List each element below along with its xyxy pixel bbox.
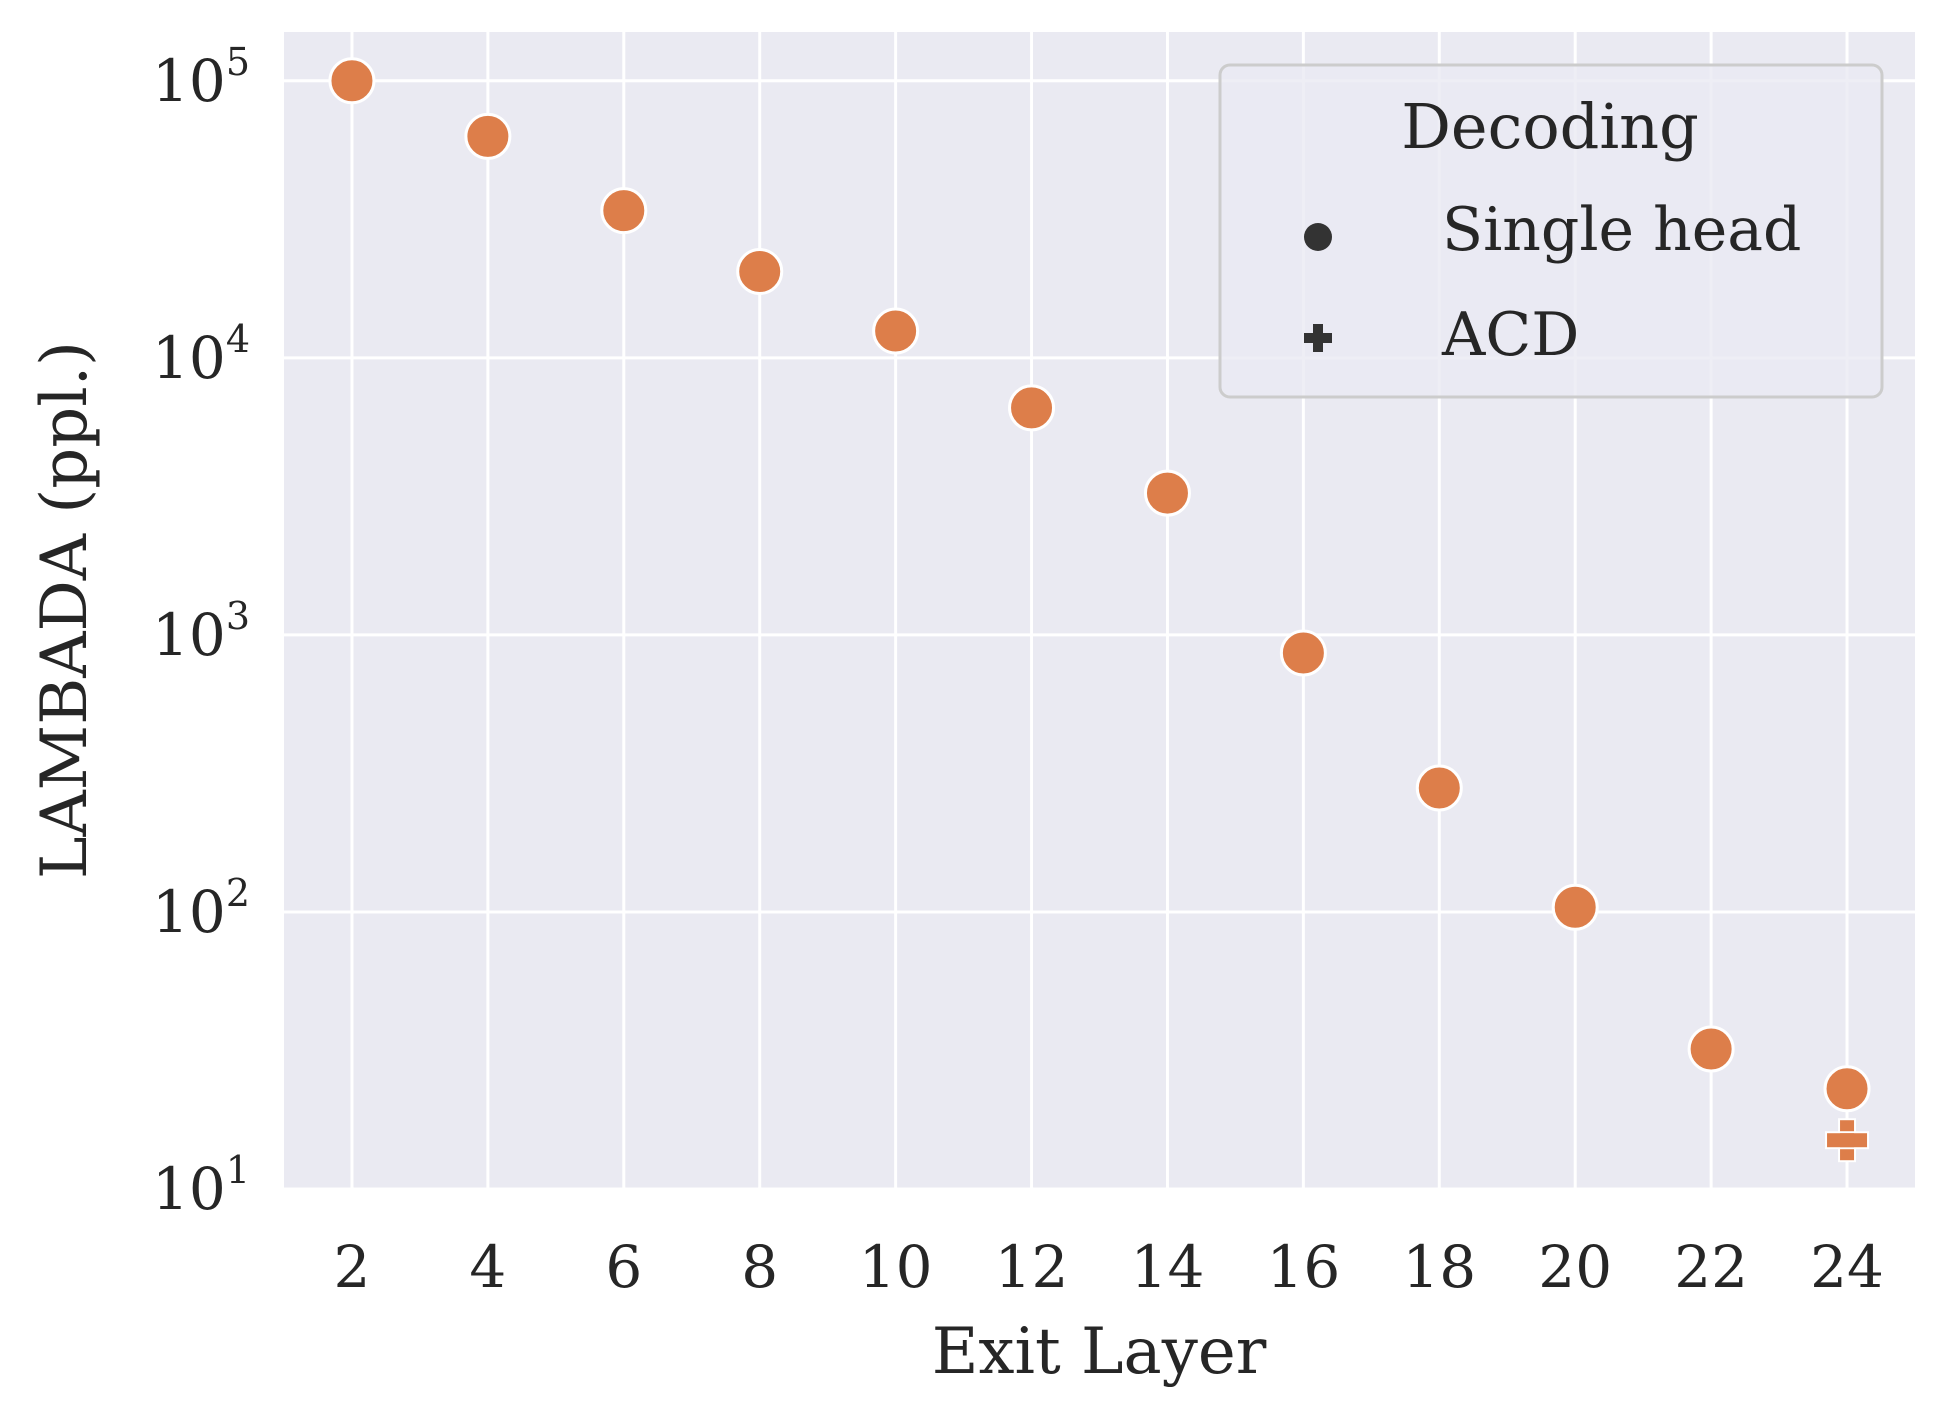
data-point-single-head: [600, 187, 648, 235]
data-point-single-head: [872, 307, 920, 355]
legend-box: [1218, 63, 1884, 399]
y-tick-label: 102: [152, 871, 250, 946]
data-point-single-head: [1008, 384, 1056, 432]
legend-title: Decoding: [1401, 90, 1699, 163]
y-tick-label: 101: [152, 1148, 250, 1223]
x-tick-label: 12: [995, 1233, 1069, 1301]
y-tick-labels: 101 102 103 104 105: [152, 40, 250, 1223]
data-points: [328, 57, 1871, 1163]
data-point-acd: [1825, 1118, 1870, 1163]
data-point-single-head: [464, 112, 512, 160]
x-tick-label: 4: [469, 1233, 506, 1301]
x-tick-label: 14: [1131, 1233, 1205, 1301]
x-tick-label: 24: [1810, 1233, 1884, 1301]
data-point-single-head: [1551, 883, 1599, 931]
x-tick-labels: 2 4 6 8 10 12 14 16 18 20 22 24: [334, 1233, 1884, 1301]
data-point-single-head: [736, 247, 784, 295]
data-point-single-head: [1279, 629, 1327, 677]
data-point-single-head: [1823, 1065, 1871, 1113]
data-point-single-head: [1687, 1025, 1735, 1073]
x-tick-label: 2: [334, 1233, 371, 1301]
x-tick-label: 22: [1674, 1233, 1748, 1301]
legend-entry-acd: ACD: [1441, 300, 1579, 370]
y-tick-label: 103: [152, 594, 250, 669]
legend-entry-single-head: Single head: [1442, 195, 1801, 265]
y-tick-label: 105: [152, 40, 250, 115]
x-axis-label: Exit Layer: [932, 1315, 1267, 1389]
data-point-single-head: [1415, 764, 1463, 812]
y-axis-label: LAMBADA (ppl.): [28, 341, 102, 879]
legend-circle-marker: [1304, 223, 1332, 251]
y-tick-label: 104: [152, 317, 250, 392]
x-tick-label: 16: [1266, 1233, 1340, 1301]
data-point-single-head: [328, 57, 376, 105]
x-tick-label: 6: [605, 1233, 642, 1301]
legend: Decoding Single head ACD: [1218, 63, 1884, 399]
x-tick-label: 18: [1402, 1233, 1476, 1301]
legend-plus-icon: [1304, 324, 1332, 352]
data-point-single-head: [1143, 469, 1191, 517]
x-tick-label: 10: [859, 1233, 933, 1301]
x-tick-label: 20: [1538, 1233, 1612, 1301]
x-tick-label: 8: [741, 1233, 778, 1301]
